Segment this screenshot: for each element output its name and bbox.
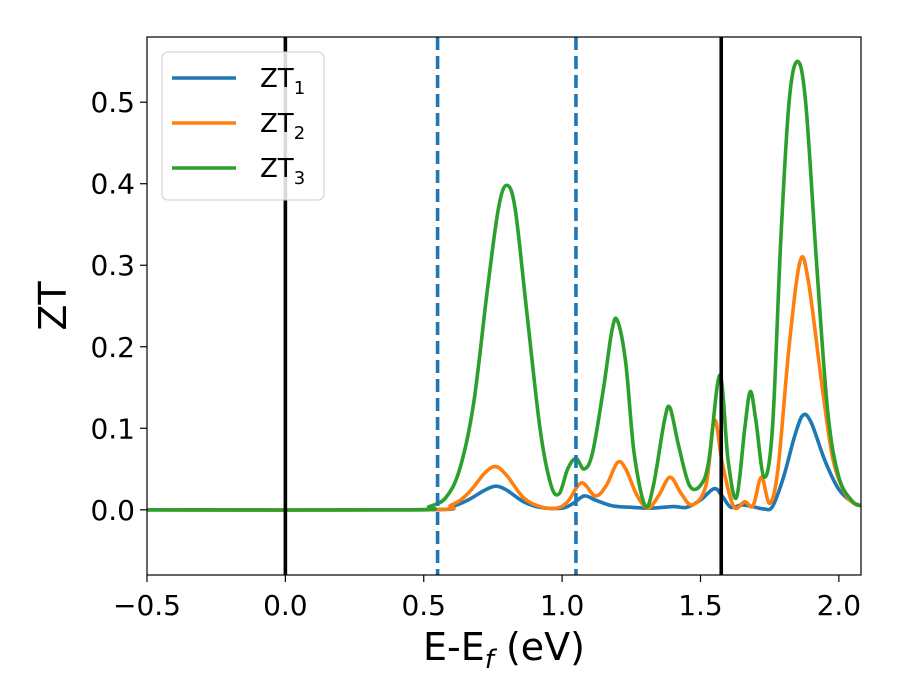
x-tick-label: −0.5 [113,589,181,622]
reference-lines [283,37,724,575]
legend-label-zt1: ZT1 [260,64,305,99]
plot-frame [146,36,862,576]
y-axis-ticks: 0.0 0.1 0.2 0.3 0.4 0.5 [90,86,147,527]
x-tick-label: 0.0 [263,589,308,622]
x-tick-label: 2.0 [817,589,862,622]
legend-label-zt2: ZT2 [260,109,305,144]
x-tick-label: 0.5 [401,589,446,622]
y-tick-label: 0.0 [90,494,135,527]
series-line-zt3 [147,59,861,512]
legend: ZT1 ZT2 ZT3 [161,51,325,201]
x-axis-ticks: −0.5 0.0 0.5 1.0 1.5 2.0 [113,575,861,622]
legend-label-zt3: ZT3 [260,154,305,189]
y-tick-label: 0.4 [90,168,135,201]
y-tick-label: 0.1 [90,412,135,445]
y-tick-label: 0.5 [90,86,135,119]
y-tick-label: 0.2 [90,331,135,364]
x-tick-label: 1.0 [540,589,585,622]
x-tick-label: 1.5 [678,589,723,622]
series-line-zt2 [147,255,861,512]
series-line-zt1 [147,412,861,512]
x-axis-label: E-Ef (eV) [423,625,585,675]
y-tick-label: 0.3 [90,249,135,282]
legend-box [161,51,325,201]
y-axis-label: ZT [31,281,75,331]
series-layer [147,59,861,512]
